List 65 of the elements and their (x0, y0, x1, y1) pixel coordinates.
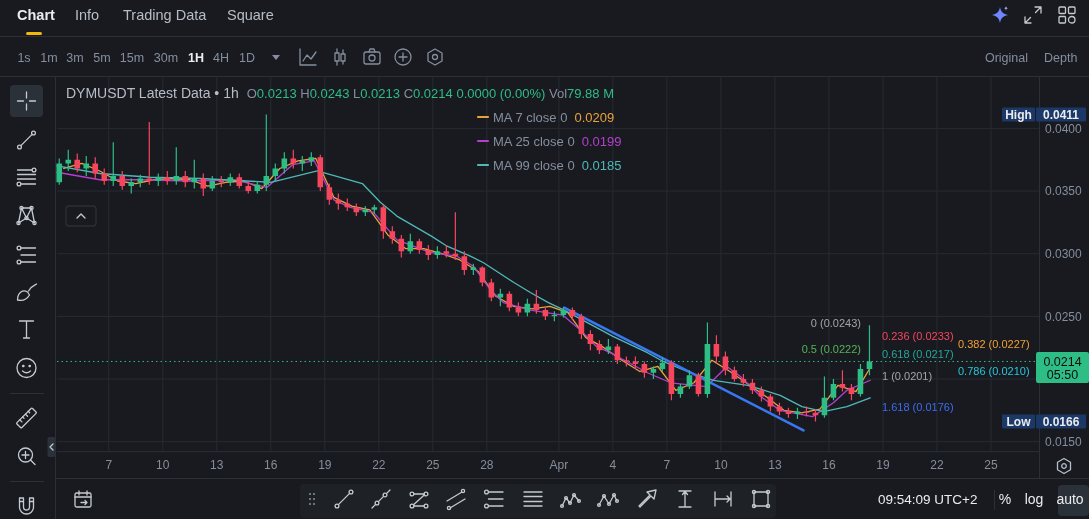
y-tick-label: 0.0300 (1045, 246, 1083, 261)
legend-label: MA 25 close 0 0.0199 (493, 133, 622, 149)
candlestick (128, 178, 135, 194)
text: Info (75, 7, 100, 23)
text: DYMUSDT Latest Data • 1h (66, 85, 239, 101)
text: 05:50 (1046, 368, 1079, 383)
y-tick-label: 0.0150 (1045, 434, 1083, 449)
annotation: 0.5 (0.0222) (801, 343, 861, 355)
annotation: 1 (0.0201) (882, 370, 933, 382)
text: 09:54:09 UTC+2 (878, 492, 978, 507)
x-tick-label: 28 (480, 458, 494, 472)
text: 3m (66, 50, 84, 65)
text: 30m (153, 50, 179, 65)
text: 1m (40, 50, 58, 65)
text: 1D (239, 50, 255, 65)
candlestick (101, 168, 108, 185)
text: auto (1056, 491, 1084, 507)
text: 4H (213, 50, 229, 65)
candlestick (209, 176, 216, 192)
y-tick-label: 0.0400 (1045, 121, 1083, 136)
x-tick-label: 7 (105, 458, 113, 472)
text: Trading Data (123, 7, 208, 23)
text: Chart (17, 7, 56, 23)
text: 5m (93, 50, 111, 65)
x-tick-label: 13 (768, 458, 782, 472)
x-tick-label: 25 (984, 458, 998, 472)
x-tick-label: 19 (318, 458, 332, 472)
text: Square (227, 7, 274, 23)
candlestick (56, 158, 63, 185)
text: 0.0166 (1042, 414, 1080, 429)
x-tick-label: 22 (930, 458, 944, 472)
y-tick-label: 0.0250 (1045, 309, 1083, 324)
text: % (998, 491, 1012, 507)
ref-line-label: 0.0214 (1043, 354, 1082, 369)
y-tick-label: 0.0350 (1045, 184, 1083, 199)
annotation: 0 (0.0243) (810, 317, 861, 329)
x-tick-label: 25 (426, 458, 440, 472)
annotation: Low (1006, 414, 1032, 429)
annotation: 0.618 (0.0217) (882, 348, 954, 360)
text: Original (984, 50, 1028, 65)
annotation: 0.786 (0.0210) (958, 365, 1030, 377)
x-tick-label: 10 (156, 458, 170, 472)
legend-label: MA 99 close 0 0.0185 (493, 157, 622, 173)
x-tick-label: 10 (714, 458, 728, 472)
text: 1H (188, 50, 204, 65)
x-tick-label: 4 (609, 458, 617, 472)
x-tick-label: Apr (549, 458, 569, 472)
text: log (1024, 491, 1044, 507)
x-tick-label: 13 (210, 458, 224, 472)
text: 15m (119, 50, 145, 65)
x-tick-label: 7 (663, 458, 671, 472)
x-tick-label: 19 (876, 458, 890, 472)
x-tick-label: 16 (822, 458, 836, 472)
annotation: 0.382 (0.0227) (958, 338, 1030, 350)
text: 1s (17, 50, 31, 65)
text: Depth (1044, 50, 1078, 65)
annotation: 0.236 (0.0233) (882, 330, 954, 342)
annotation: 1.618 (0.0176) (882, 401, 954, 413)
x-tick-label: 16 (264, 458, 278, 472)
candlestick (155, 173, 162, 187)
text: 0.0411 (1042, 107, 1080, 122)
legend-label: MA 7 close 0 0.0209 (493, 109, 615, 125)
annotation: High (1005, 107, 1032, 122)
x-tick-label: 22 (372, 458, 386, 472)
text: O0.0213 H0.0243 L0.0213 C0.0214 0.0000 (0.00%) Vol79.88 M (246, 86, 615, 101)
